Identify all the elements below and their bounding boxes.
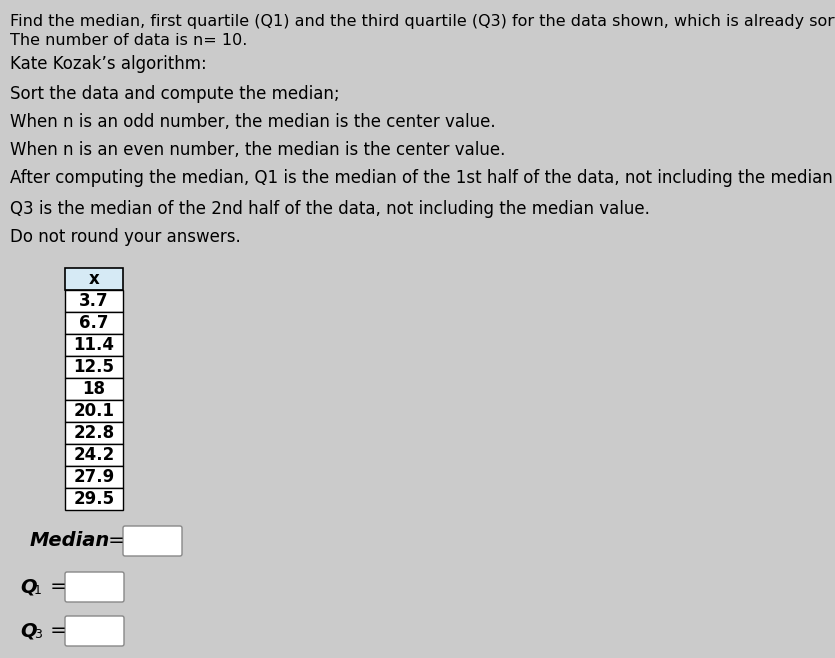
Bar xyxy=(65,422,123,444)
Text: Median: Median xyxy=(30,532,110,551)
Text: 20.1: 20.1 xyxy=(73,402,114,420)
FancyBboxPatch shape xyxy=(123,526,182,556)
Text: Q: Q xyxy=(20,622,37,640)
Text: 11.4: 11.4 xyxy=(73,336,114,354)
Bar xyxy=(65,400,123,422)
Text: Find the median, first quartile (Q1) and the third quartile (Q3) for the data sh: Find the median, first quartile (Q1) and… xyxy=(10,14,835,29)
Text: After computing the median, Q1 is the median of the 1st half of the data, not in: After computing the median, Q1 is the me… xyxy=(10,169,835,187)
Text: The number of data is n= 10.: The number of data is n= 10. xyxy=(10,33,247,48)
Bar xyxy=(65,334,123,356)
Text: 29.5: 29.5 xyxy=(73,490,114,508)
Text: When n is an even number, the median is the center value.: When n is an even number, the median is … xyxy=(10,141,505,159)
Bar xyxy=(65,378,123,400)
Text: x: x xyxy=(89,270,99,288)
Text: 1: 1 xyxy=(34,584,42,597)
Bar xyxy=(65,268,123,290)
Text: =: = xyxy=(44,578,67,597)
Bar xyxy=(65,444,123,466)
Text: =: = xyxy=(102,532,124,551)
Bar xyxy=(65,290,123,312)
Text: Q: Q xyxy=(20,578,37,597)
Text: 6.7: 6.7 xyxy=(79,314,109,332)
Text: When n is an odd number, the median is the center value.: When n is an odd number, the median is t… xyxy=(10,113,496,131)
Text: Sort the data and compute the median;: Sort the data and compute the median; xyxy=(10,85,340,103)
Text: 24.2: 24.2 xyxy=(73,446,114,464)
Text: Q3 is the median of the 2nd half of the data, not including the median value.: Q3 is the median of the 2nd half of the … xyxy=(10,200,650,218)
Text: Kate Kozak’s algorithm:: Kate Kozak’s algorithm: xyxy=(10,55,207,73)
Bar xyxy=(65,466,123,488)
FancyBboxPatch shape xyxy=(65,616,124,646)
Text: 18: 18 xyxy=(83,380,105,398)
Text: 3.7: 3.7 xyxy=(79,292,109,310)
FancyBboxPatch shape xyxy=(65,572,124,602)
Text: =: = xyxy=(44,622,67,640)
Bar xyxy=(65,488,123,510)
Text: 12.5: 12.5 xyxy=(73,358,114,376)
Text: 22.8: 22.8 xyxy=(73,424,114,442)
Text: 27.9: 27.9 xyxy=(73,468,114,486)
Text: Do not round your answers.: Do not round your answers. xyxy=(10,228,240,246)
Bar xyxy=(65,356,123,378)
Text: 3: 3 xyxy=(34,628,42,642)
Bar xyxy=(65,312,123,334)
